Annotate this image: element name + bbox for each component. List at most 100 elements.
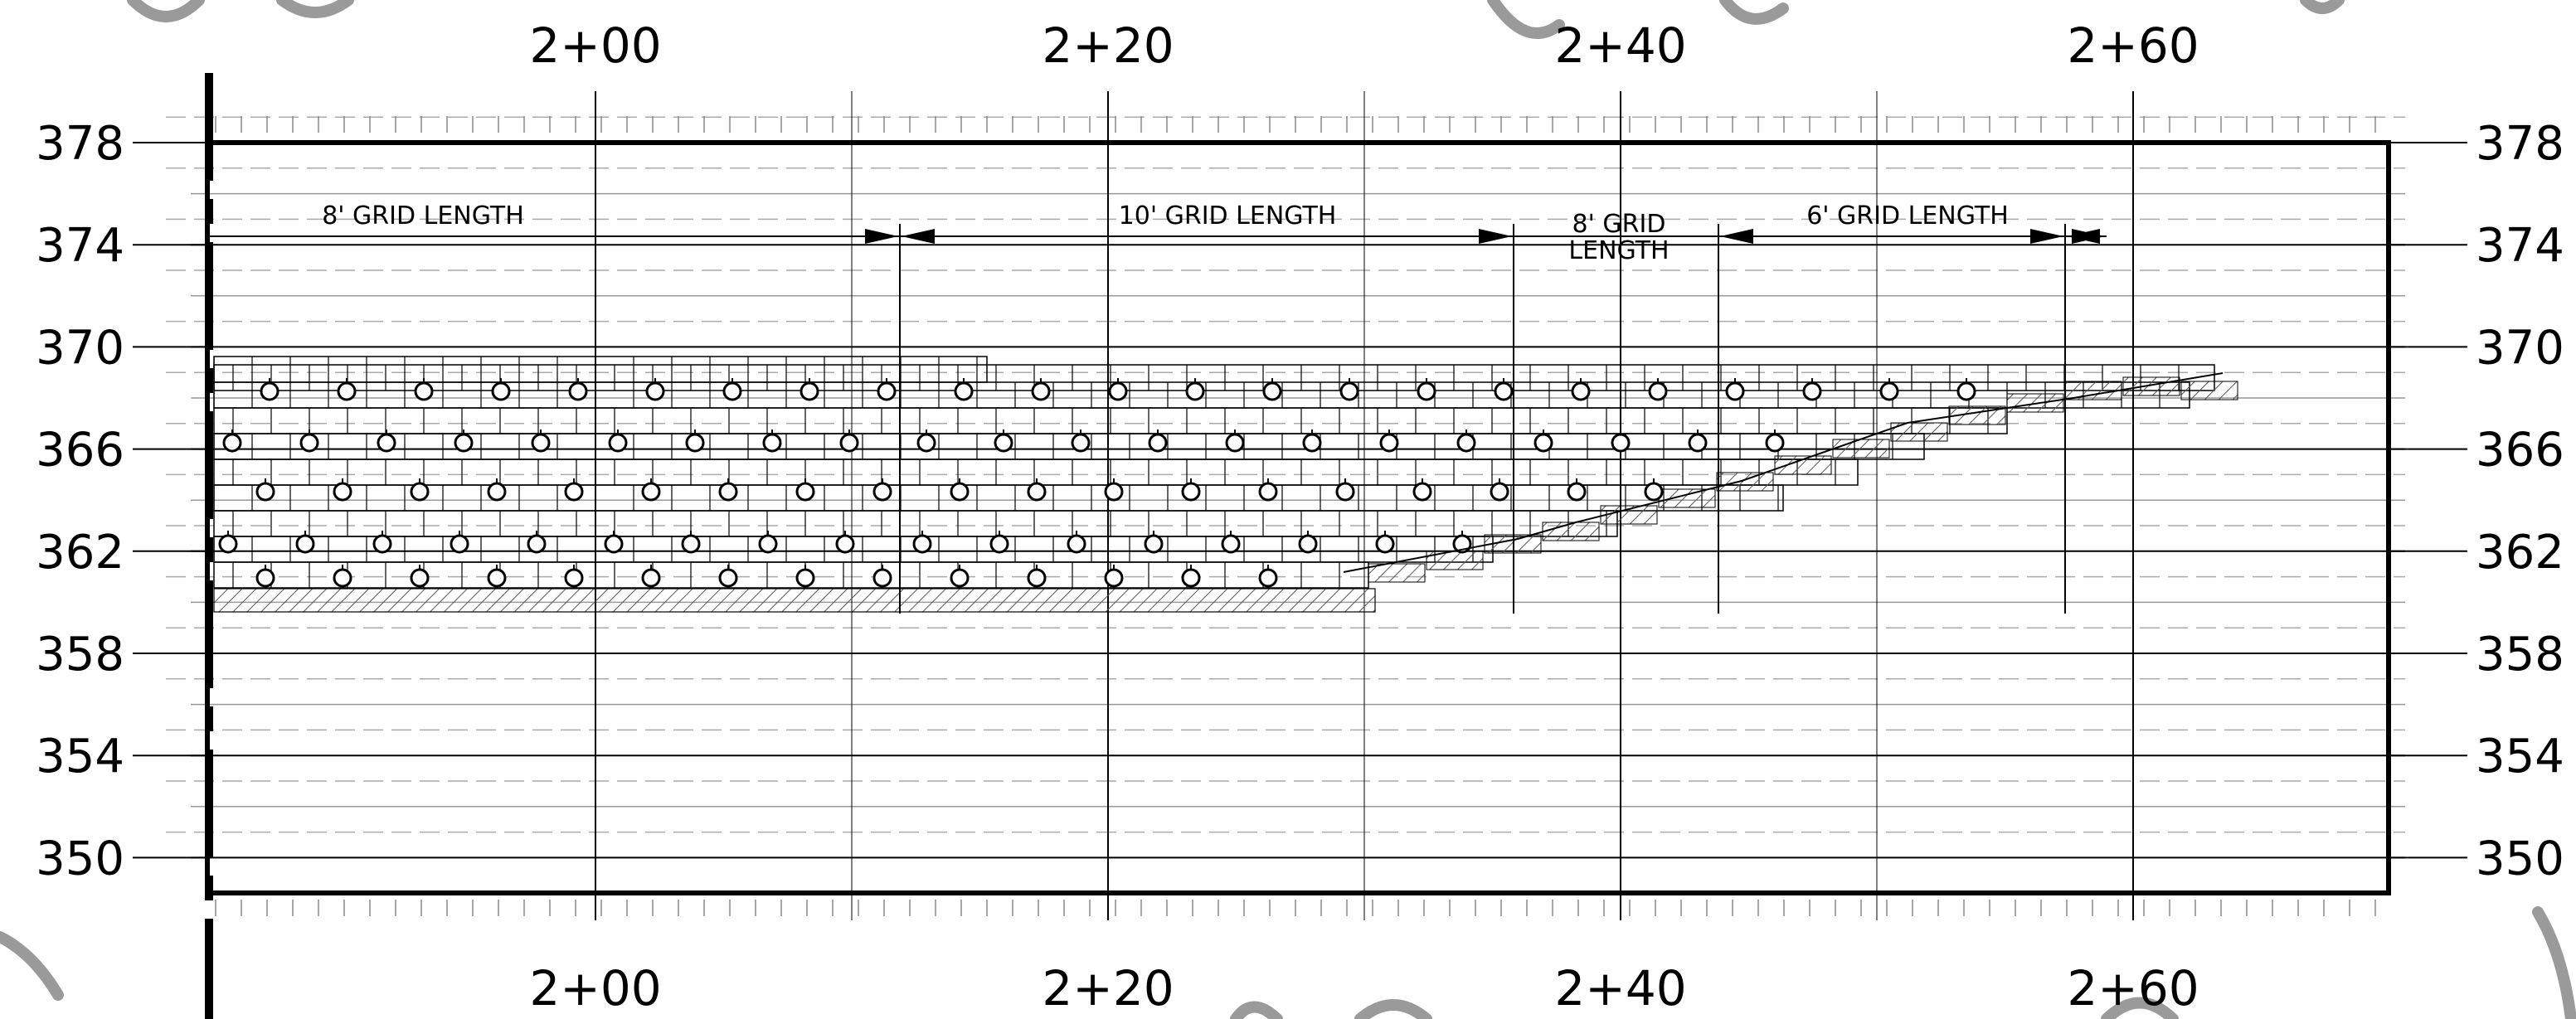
circle-tick-icon bbox=[641, 565, 661, 588]
elevation-label-left: 362 bbox=[36, 526, 124, 580]
circle-tick-icon bbox=[1567, 478, 1587, 502]
grid-length-label-1: 8' GRID LENGTH bbox=[322, 201, 524, 230]
circle-tick-icon bbox=[1490, 478, 1509, 502]
circle-tick-icon bbox=[994, 429, 1013, 453]
grid-length-label-3: 8' GRID bbox=[1572, 210, 1666, 239]
elevation-labels-left: 378 374 370 366 362 358 354 350 bbox=[36, 117, 207, 886]
circle-tick-icon bbox=[1456, 429, 1476, 453]
station-ticks bbox=[215, 116, 2376, 916]
wall-block-courses bbox=[213, 356, 2215, 589]
circle-tick-icon bbox=[1494, 378, 1514, 401]
circle-tick-icon bbox=[1104, 478, 1124, 502]
elevation-label-right: 378 bbox=[2476, 117, 2564, 171]
circle-tick-icon bbox=[1185, 378, 1205, 401]
circle-tick-icon bbox=[1302, 429, 1322, 453]
station-labels-top: 2+00 2+20 2+40 2+60 bbox=[529, 17, 2199, 74]
circle-tick-icon bbox=[1027, 478, 1047, 502]
circle-tick-icon bbox=[1644, 478, 1664, 502]
circle-tick-icon bbox=[487, 478, 507, 502]
circle-tick-icon bbox=[1688, 429, 1708, 453]
circle-tick-icon bbox=[718, 478, 738, 502]
circle-tick-icon bbox=[1725, 378, 1745, 401]
circle-tick-icon bbox=[950, 565, 970, 588]
elevation-label-left: 374 bbox=[36, 219, 124, 273]
station-label-bottom: 2+00 bbox=[529, 960, 661, 1017]
circle-tick-icon bbox=[568, 378, 588, 401]
circle-tick-icon bbox=[877, 378, 897, 401]
station-labels-bottom: 2+00 2+20 2+40 2+60 bbox=[529, 960, 2199, 1017]
grid-length-label-3b: LENGTH bbox=[1568, 236, 1669, 265]
elevation-label-right: 370 bbox=[2476, 321, 2564, 375]
grid-length-label-4: 6' GRID LENGTH bbox=[1806, 201, 2009, 230]
elevation-label-left: 358 bbox=[36, 628, 124, 682]
circle-tick-icon bbox=[1181, 565, 1201, 588]
circle-tick-icon bbox=[1339, 378, 1359, 401]
circle-tick-icon bbox=[260, 378, 279, 401]
circle-tick-icon bbox=[1221, 531, 1241, 554]
circle-tick-icon bbox=[1879, 378, 1899, 401]
circle-tick-icon bbox=[1148, 429, 1168, 453]
finished-grade-line bbox=[1343, 372, 2224, 573]
circle-tick-icon bbox=[377, 429, 396, 453]
circle-tick-icon bbox=[1417, 378, 1436, 401]
circle-tick-icon bbox=[1375, 531, 1395, 554]
circle-tick-icon bbox=[1298, 531, 1318, 554]
circle-tick-icon bbox=[295, 531, 315, 554]
circle-tick-icon bbox=[454, 429, 474, 453]
grid-length-label-2: 10' GRID LENGTH bbox=[1119, 201, 1337, 230]
circle-tick-icon bbox=[954, 378, 974, 401]
circle-tick-icon bbox=[872, 565, 892, 588]
circle-tick-icon bbox=[795, 478, 815, 502]
circle-tick-icon bbox=[916, 429, 936, 453]
circle-tick-icon bbox=[1225, 429, 1245, 453]
circle-tick-icon bbox=[527, 531, 547, 554]
circle-tick-icon bbox=[333, 565, 352, 588]
elevation-labels-right: 378 374 370 366 362 358 354 350 bbox=[2389, 117, 2564, 886]
circle-tick-icon bbox=[299, 429, 319, 453]
circle-tick-icon bbox=[1379, 429, 1399, 453]
circle-tick-icon bbox=[835, 531, 855, 554]
circle-tick-icon bbox=[1802, 378, 1822, 401]
station-label-bottom: 2+20 bbox=[1042, 960, 1174, 1017]
circle-tick-icon bbox=[758, 531, 778, 554]
circle-tick-icon bbox=[795, 565, 815, 588]
circle-tick-icon bbox=[762, 429, 782, 453]
station-label-top: 2+60 bbox=[2067, 17, 2199, 74]
circle-tick-icon bbox=[222, 429, 242, 453]
elevation-label-right: 350 bbox=[2476, 832, 2564, 886]
circle-tick-icon bbox=[685, 429, 705, 453]
circle-tick-icon bbox=[608, 429, 628, 453]
circle-tick-icon bbox=[1335, 478, 1355, 502]
circle-tick-icon bbox=[372, 531, 392, 554]
elevation-label-left: 366 bbox=[36, 424, 124, 478]
circle-tick-icon bbox=[218, 531, 238, 554]
elevation-label-right: 366 bbox=[2476, 424, 2564, 478]
circle-tick-icon bbox=[839, 429, 859, 453]
elevation-label-left: 378 bbox=[36, 117, 124, 171]
circle-tick-icon bbox=[1258, 478, 1278, 502]
circle-tick-icon bbox=[641, 478, 661, 502]
circle-tick-icon bbox=[1104, 565, 1124, 588]
station-label-top: 2+00 bbox=[529, 17, 661, 74]
circle-tick-icon bbox=[564, 478, 584, 502]
circle-tick-icon bbox=[1067, 531, 1086, 554]
station-label-bottom: 2+40 bbox=[1554, 960, 1686, 1017]
circle-tick-icon bbox=[1571, 378, 1591, 401]
circle-tick-icon bbox=[912, 531, 932, 554]
circle-tick-icon bbox=[645, 378, 665, 401]
elevation-label-left: 354 bbox=[36, 730, 124, 784]
circle-tick-icon bbox=[604, 531, 624, 554]
circle-tick-icon bbox=[531, 429, 551, 453]
circle-tick-icon bbox=[718, 565, 738, 588]
circle-tick-icon bbox=[1262, 378, 1282, 401]
circle-tick-icon bbox=[333, 478, 352, 502]
circle-tick-icon bbox=[1108, 378, 1128, 401]
circle-tick-icon bbox=[255, 478, 275, 502]
circle-tick-icon bbox=[989, 531, 1009, 554]
circle-tick-icon bbox=[722, 378, 742, 401]
circle-tick-icon bbox=[564, 565, 584, 588]
geogrid-markers bbox=[218, 378, 1976, 588]
elevation-label-right: 374 bbox=[2476, 219, 2564, 273]
